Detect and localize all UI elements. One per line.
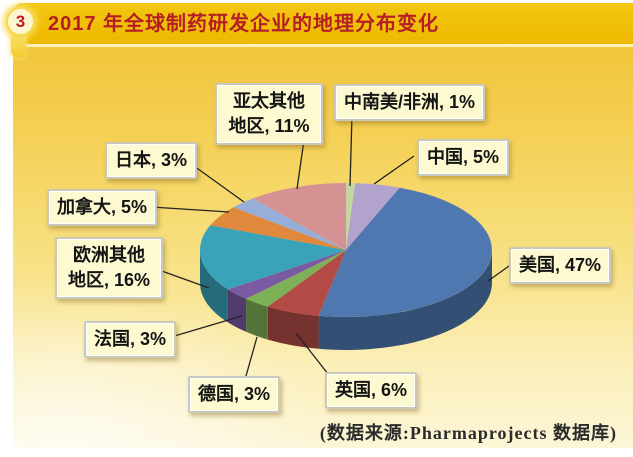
pie-slice-uk [267,250,346,316]
leader-line-uk [295,332,329,375]
pie-slice-europe-other [200,225,346,290]
pie-slice-side-uk [267,306,319,349]
pie-slice-china [346,183,400,250]
pie-slice-canada [210,207,346,250]
leader-line-central-south-america-africa [349,114,353,187]
leader-line-germany [245,336,258,377]
pie-slice-japan [233,198,346,250]
badge-circle: 3 [6,7,35,36]
data-source-note: (数据来源:Pharmaprojects 数据库) [319,423,617,443]
pie-slice-germany [246,250,346,307]
pie-slice-usa [318,187,492,317]
leader-line-canada [150,206,230,213]
leader-line-usa [487,265,510,282]
chart-title: 2017 年全球制药研发企业的地理分布变化 [48,13,440,35]
pie-slice-side-france [227,289,247,332]
pie-slice-side-usa [318,250,492,350]
pie-slice-central-south-america-africa [346,182,356,250]
leader-line-japan [193,165,245,203]
leader-line-china [373,155,415,185]
leader-line-france [170,315,243,338]
pie-slice-side-europe-other [200,250,228,323]
leader-line-asia-pacific-other [296,139,305,190]
pie-slice-france [227,250,346,299]
badge-number: 3 [15,12,26,31]
header-bar: 2017 年全球制药研发企业的地理分布变化 [13,3,633,47]
pie-slice-asia-pacific-other [252,183,346,250]
pie-slice-side-germany [246,298,268,340]
leader-line-europe-other [158,269,210,289]
section-number-badge: 3 [4,5,36,61]
